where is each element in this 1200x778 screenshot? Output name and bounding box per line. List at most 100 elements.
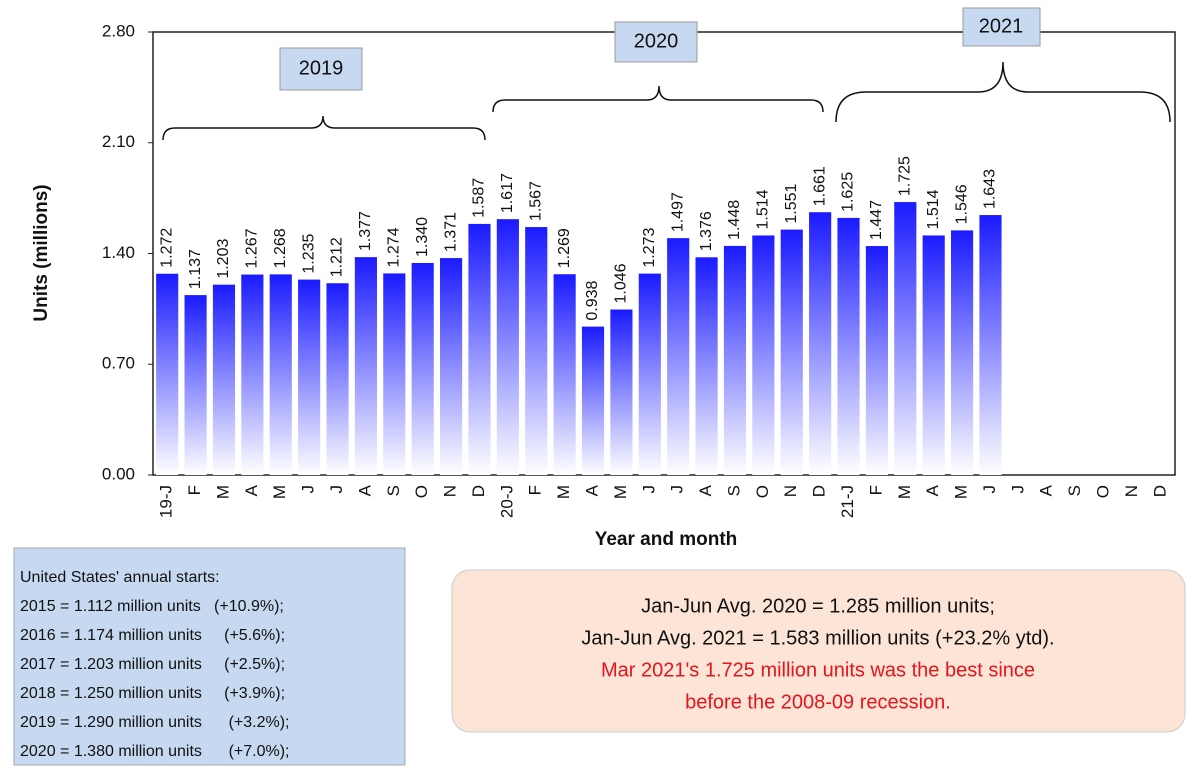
value-label: 1.377 xyxy=(357,211,374,251)
value-label: 1.268 xyxy=(272,228,289,268)
value-label: 1.497 xyxy=(669,192,686,232)
year-label: 2019 xyxy=(299,57,344,79)
brace xyxy=(162,115,486,141)
value-label: 1.274 xyxy=(386,227,403,267)
note-line: Mar 2021's 1.725 million units was the b… xyxy=(601,659,1035,681)
value-label: 1.269 xyxy=(556,228,573,268)
value-label: 1.567 xyxy=(527,181,544,221)
year-box xyxy=(614,21,698,63)
x-tick-label: A xyxy=(923,484,942,496)
x-tick-label: N xyxy=(1122,485,1141,497)
y-tick-label: 0.70 xyxy=(102,354,135,373)
x-tick-label: D xyxy=(469,485,488,497)
annual-line: 2018 = 1.250 million units (+3.9%); xyxy=(20,685,285,702)
value-label: 1.448 xyxy=(726,200,743,240)
bar xyxy=(468,223,491,475)
bar xyxy=(298,279,321,475)
x-tick-label: F xyxy=(526,485,545,495)
bar xyxy=(979,215,1002,475)
note-line: Jan-Jun Avg. 2021 = 1.583 million units … xyxy=(581,627,1054,649)
brace xyxy=(835,61,1171,123)
bar xyxy=(610,309,633,475)
bar xyxy=(440,258,463,475)
value-label: 1.376 xyxy=(698,211,715,251)
bar xyxy=(411,262,434,475)
bar xyxy=(212,284,236,475)
value-label: 1.203 xyxy=(215,239,232,279)
bar xyxy=(383,273,406,475)
x-tick-label: M xyxy=(554,485,573,499)
value-label: 1.617 xyxy=(499,173,516,213)
x-tick-label: 19-J xyxy=(157,485,176,518)
bar xyxy=(581,326,605,475)
x-tick-label: M xyxy=(895,485,914,499)
value-label: 1.340 xyxy=(414,217,431,257)
annual-line: 2019 = 1.290 million units (+3.2%); xyxy=(20,714,289,731)
x-tick-label: 21-J xyxy=(838,485,857,518)
value-label: 1.643 xyxy=(982,169,999,209)
x-tick-label: J xyxy=(980,485,999,494)
value-label: 1.272 xyxy=(158,228,175,268)
bar xyxy=(667,238,690,475)
x-tick-label: O xyxy=(412,485,431,498)
x-axis-title: Year and month xyxy=(595,529,738,550)
value-label: 1.625 xyxy=(840,172,857,212)
value-label: 1.267 xyxy=(244,228,261,268)
value-label: 1.447 xyxy=(868,200,885,240)
x-tick-label: S xyxy=(1065,485,1084,496)
bar xyxy=(951,230,974,475)
x-tick-label: A xyxy=(242,484,261,496)
bar xyxy=(865,246,888,475)
value-label: 1.587 xyxy=(471,178,488,218)
bar xyxy=(241,274,264,475)
x-tick-label: J xyxy=(327,485,346,494)
value-label: 1.514 xyxy=(755,189,772,229)
value-label: 1.514 xyxy=(925,189,942,229)
value-label: 1.273 xyxy=(641,227,658,267)
bar xyxy=(837,217,860,475)
x-tick-label: S xyxy=(384,485,403,496)
value-label: 0.938 xyxy=(584,280,601,320)
x-tick-label: M xyxy=(213,485,232,499)
x-tick-label: F xyxy=(866,485,885,495)
x-tick-label: S xyxy=(724,485,743,496)
value-label: 1.046 xyxy=(613,263,630,303)
x-tick-label: A xyxy=(583,484,602,496)
note-line: Jan-Jun Avg. 2020 = 1.285 million units; xyxy=(641,595,995,617)
x-tick-label: M xyxy=(611,485,630,499)
x-tick-label: 20-J xyxy=(497,485,516,518)
y-tick-label: 1.40 xyxy=(102,243,135,262)
x-tick-label: D xyxy=(1150,485,1169,497)
bar xyxy=(922,235,945,475)
value-label: 1.235 xyxy=(300,233,317,273)
x-tick-label: O xyxy=(1094,485,1113,498)
y-tick-label: 2.10 xyxy=(102,132,135,151)
bar xyxy=(156,273,179,475)
year-box xyxy=(279,47,363,91)
x-tick-label: A xyxy=(355,484,374,496)
annual-line: 2020 = 1.380 million units (+7.0%); xyxy=(20,743,289,760)
bar xyxy=(894,202,917,475)
value-label: 1.137 xyxy=(187,249,204,289)
bar xyxy=(184,295,207,475)
annual-line: 2017 = 1.203 million units (+2.5%); xyxy=(20,656,285,673)
y-tick-label: 0.00 xyxy=(102,464,135,483)
x-tick-label: A xyxy=(696,484,715,496)
year-box xyxy=(962,7,1041,47)
bar xyxy=(496,219,519,475)
x-tick-label: J xyxy=(299,485,318,494)
annual-line: United States' annual starts: xyxy=(20,569,220,586)
value-label: 1.551 xyxy=(783,183,800,223)
x-tick-label: M xyxy=(952,485,971,499)
value-label: 1.212 xyxy=(329,237,346,277)
y-axis-title: Units (millions) xyxy=(31,184,52,321)
note-line: before the 2008-09 recession. xyxy=(685,691,951,713)
value-label: 1.371 xyxy=(442,212,459,252)
value-label: 1.661 xyxy=(811,166,828,206)
bar xyxy=(354,257,377,475)
bar xyxy=(695,257,718,475)
x-tick-label: D xyxy=(810,485,829,497)
value-label: 1.725 xyxy=(897,156,914,196)
x-tick-label: M xyxy=(270,485,289,499)
